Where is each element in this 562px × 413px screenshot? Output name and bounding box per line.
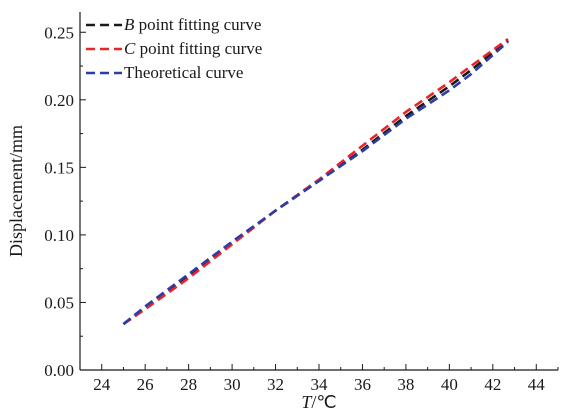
legend-label-2: C point fitting curve (124, 39, 262, 58)
y-tick-label: 0.20 (44, 91, 74, 110)
x-axis-variable: T (301, 392, 313, 412)
x-tick-label: 30 (224, 375, 241, 394)
legend-variable: C (124, 39, 136, 58)
x-tick-label: 44 (528, 375, 546, 394)
x-axis-title: T/℃ (301, 392, 336, 412)
y-tick-label: 0.25 (44, 23, 74, 42)
x-tick-label: 24 (93, 375, 111, 394)
y-tick-label: 0.15 (44, 158, 74, 177)
y-axis-title: Displacement/mm (6, 125, 26, 257)
legend-variable: B (124, 15, 135, 34)
legend-text: Theoretical curve (124, 63, 243, 82)
x-tick-label: 42 (484, 375, 501, 394)
legend-label-1: B point fitting curve (124, 15, 261, 34)
series-layer (122, 37, 509, 326)
x-axis-unit: /℃ (311, 392, 336, 412)
y-tick-label: 0.00 (44, 361, 74, 380)
legend-text: point fitting curve (134, 15, 261, 34)
x-tick-label: 36 (354, 375, 371, 394)
x-tick-label: 40 (441, 375, 458, 394)
y-tick-label: 0.05 (44, 293, 74, 312)
x-tick-label: 38 (397, 375, 414, 394)
legend-text: point fitting curve (135, 39, 262, 58)
x-tick-label: 32 (267, 375, 284, 394)
legend-label-3: Theoretical curve (124, 63, 243, 82)
series-line-3 (122, 40, 509, 326)
x-tick-label: 28 (180, 375, 197, 394)
y-tick-label: 0.10 (44, 226, 74, 245)
x-tick-label: 34 (311, 375, 329, 394)
x-tick-label: 26 (137, 375, 154, 394)
axes-layer: 24 26 28 30 32 34 36 38 40 42 44 0.00 0.05 0.10 0.15 0.… (44, 12, 559, 394)
